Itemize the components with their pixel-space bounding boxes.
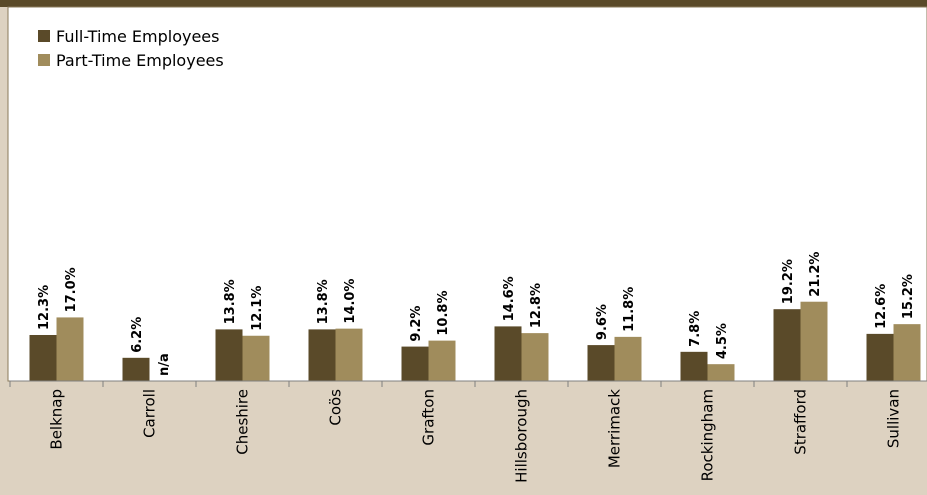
value-label-part-time-hillsborough: 12.8% xyxy=(529,283,544,328)
bar-full-time-hillsborough xyxy=(494,326,522,381)
bar-full-time-coos xyxy=(308,329,336,381)
category-label-belknap: Belknap xyxy=(48,389,66,450)
bar-full-time-carroll xyxy=(122,357,150,381)
category-label-strafford: Strafford xyxy=(792,389,810,455)
bars xyxy=(29,301,921,381)
header-bar xyxy=(0,0,927,7)
value-label-part-time-rockingham: 4.5% xyxy=(715,323,730,359)
bar-part-time-sullivan xyxy=(893,324,921,381)
value-label-part-time-strafford: 21.2% xyxy=(808,252,823,297)
legend-swatch-part-time xyxy=(38,54,50,66)
value-label-full-time-rockingham: 7.8% xyxy=(688,311,703,347)
bar-part-time-grafton xyxy=(428,340,456,381)
value-label-full-time-carroll: 6.2% xyxy=(130,317,145,353)
bar-full-time-belknap xyxy=(29,334,57,381)
bar-part-time-coos xyxy=(335,328,363,381)
category-label-merrimack: Merrimack xyxy=(606,389,624,468)
category-label-carroll: Carroll xyxy=(141,389,159,438)
value-label-full-time-coos: 13.8% xyxy=(316,279,331,324)
bar-full-time-sullivan xyxy=(866,333,894,381)
legend: Full-Time Employees Part-Time Employees xyxy=(38,27,224,70)
bar-part-time-strafford xyxy=(800,301,828,381)
bar-part-time-hillsborough xyxy=(521,333,549,381)
bar-full-time-merrimack xyxy=(587,345,615,381)
value-label-full-time-strafford: 19.2% xyxy=(781,259,796,304)
category-label-sullivan: Sullivan xyxy=(885,389,903,448)
value-label-part-time-coos: 14.0% xyxy=(343,279,358,324)
value-label-full-time-grafton: 9.2% xyxy=(409,306,424,342)
value-label-full-time-sullivan: 12.6% xyxy=(874,284,889,329)
bar-full-time-rockingham xyxy=(680,351,708,381)
value-label-full-time-cheshire: 13.8% xyxy=(223,279,238,324)
legend-label-part-time: Part-Time Employees xyxy=(56,51,224,70)
legend-label-full-time: Full-Time Employees xyxy=(56,27,219,46)
bar-part-time-rockingham xyxy=(707,364,735,381)
bar-full-time-strafford xyxy=(773,309,801,381)
category-label-coos: Coös xyxy=(327,389,345,426)
bar-part-time-belknap xyxy=(56,317,84,381)
value-label-part-time-sullivan: 15.2% xyxy=(901,274,916,319)
bar-part-time-merrimack xyxy=(614,336,642,381)
value-label-part-time-grafton: 10.8% xyxy=(436,290,451,335)
bar-part-time-cheshire xyxy=(242,335,270,381)
legend-swatch-full-time xyxy=(38,30,50,42)
value-label-part-time-cheshire: 12.1% xyxy=(250,286,265,331)
value-label-full-time-hillsborough: 14.6% xyxy=(502,276,517,321)
value-labels: 12.3% 17.0% 6.2% n/a 13.8% 12.1% 13.8% 14.0% 9.2… xyxy=(37,252,916,376)
category-labels: Belknap Carroll Cheshire Coös Grafton Hillsbo… xyxy=(48,389,903,483)
category-label-rockingham: Rockingham xyxy=(699,389,717,481)
bar-full-time-cheshire xyxy=(215,329,243,381)
category-label-grafton: Grafton xyxy=(420,389,438,446)
value-label-part-time-merrimack: 11.8% xyxy=(622,287,637,332)
bar-full-time-grafton xyxy=(401,346,429,381)
tick-marks xyxy=(9,381,848,387)
value-label-full-time-belknap: 12.3% xyxy=(37,285,52,330)
value-label-part-time-carroll: n/a xyxy=(157,353,172,376)
value-label-part-time-belknap: 17.0% xyxy=(64,267,79,312)
value-label-full-time-merrimack: 9.6% xyxy=(595,304,610,340)
category-label-hillsborough: Hillsborough xyxy=(513,389,531,483)
category-label-cheshire: Cheshire xyxy=(234,389,252,455)
